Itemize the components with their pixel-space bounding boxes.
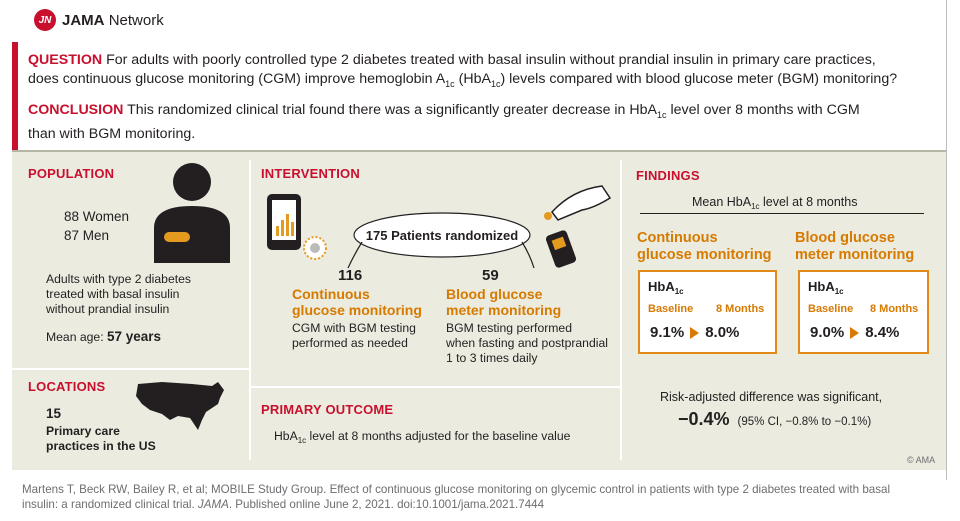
risk-adjusted-text: Risk-adjusted difference was significant… [660, 390, 883, 404]
findings-subtitle: Mean HbA1c level at 8 months [692, 195, 858, 211]
location-description: Primary care practices in the US [46, 424, 156, 453]
bgm-baseline-label: Baseline [808, 303, 854, 315]
cgm-months-label: 8 Months [716, 303, 765, 315]
location-count: 15 [46, 406, 62, 421]
primary-outcome-title: PRIMARY OUTCOME [261, 402, 394, 417]
primary-outcome-text: HbA1c level at 8 months adjusted for the… [274, 429, 571, 445]
accent-bar [12, 42, 18, 150]
arrow-right-icon [690, 326, 700, 339]
brand-name: JAMA Network [62, 11, 164, 29]
frame-edge [946, 0, 947, 480]
findings-title: FINDINGS [636, 168, 700, 183]
cgm-baseline-label: Baseline [648, 303, 694, 315]
column-divider [620, 160, 622, 460]
panel-top-border [12, 150, 947, 152]
glucose-meter-icon [544, 185, 612, 268]
bgm-group-description: BGM testing performed when fasting and po… [446, 321, 608, 365]
cgm-group-description: CGM with BGM testing performed as needed [292, 321, 416, 350]
population-title: POPULATION [28, 166, 115, 181]
question: QUESTION For adults with poorly controll… [28, 52, 898, 89]
population-description: Adults with type 2 diabetes treated with… [46, 272, 191, 316]
conclusion: CONCLUSION This randomized clinical tria… [28, 102, 860, 142]
mean-age: Mean age: 57 years [46, 329, 162, 344]
header: JN JAMA Network [12, 0, 947, 42]
column-divider [249, 160, 251, 460]
findings-cgm-name: Continuous glucose monitoring [637, 230, 772, 263]
us-map-icon [136, 382, 224, 430]
cgm-device-icon [267, 194, 327, 260]
jn-logo-icon: JN [34, 9, 56, 31]
person-icon [154, 163, 230, 263]
findings-rule [640, 213, 924, 214]
copyright: © AMA [907, 455, 936, 465]
randomization-diagram [347, 212, 535, 269]
row-divider [251, 386, 620, 388]
cgm-count: 116 [338, 267, 363, 284]
findings-bgm-box: HbA1c Baseline 8 Months 9.0% 8.4% [798, 270, 929, 354]
cgm-values: 9.1% 8.0% [650, 324, 740, 341]
patients-randomized: 175 Patients randomized [365, 228, 519, 243]
bgm-values: 9.0% 8.4% [810, 324, 900, 341]
row-divider [12, 368, 249, 370]
arrow-right-icon [850, 326, 860, 339]
locations-title: LOCATIONS [28, 379, 106, 394]
risk-difference: −0.4% (95% CI, −0.8% to −0.1%) [678, 409, 872, 429]
findings-cgm-box: HbA1c Baseline 8 Months 9.1% 8.0% [638, 270, 777, 354]
citation: Martens T, Beck RW, Bailey R, et al; MOB… [22, 483, 891, 511]
bgm-group-name: Blood glucose meter monitoring [446, 286, 562, 318]
women-count: 88 Women [64, 209, 130, 224]
visual-abstract: JN JAMA Network QUESTION For adults with… [12, 0, 947, 480]
bgm-months-label: 8 Months [870, 303, 919, 315]
bgm-count: 59 [482, 267, 499, 284]
men-count: 87 Men [64, 228, 110, 243]
jama-network-logo: JN JAMA Network [34, 9, 164, 31]
cgm-metric: HbA1c [648, 279, 684, 296]
bgm-metric: HbA1c [808, 279, 844, 296]
cgm-group-name: Continuous glucose monitoring [292, 286, 422, 318]
findings-bgm-name: Blood glucose meter monitoring [795, 230, 915, 263]
intervention-title: INTERVENTION [261, 166, 360, 181]
